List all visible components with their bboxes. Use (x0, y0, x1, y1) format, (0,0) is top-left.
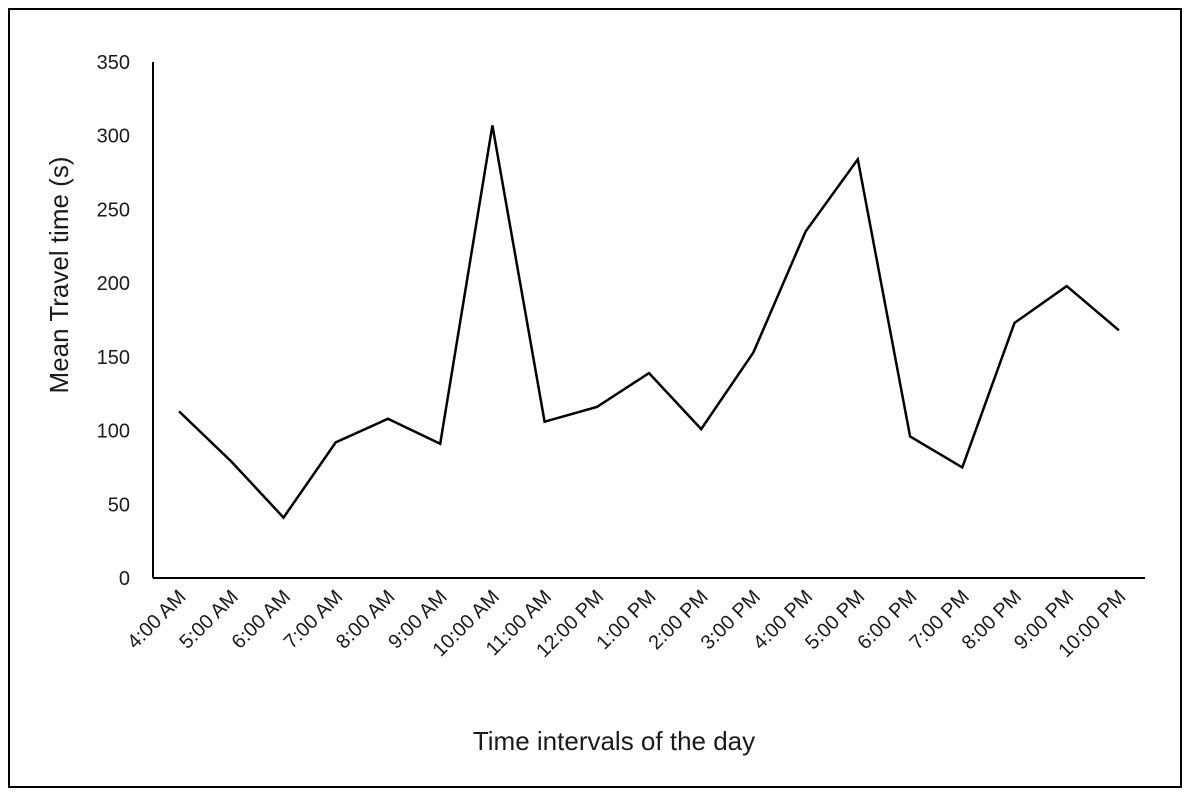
y-tick-label: 150 (97, 347, 130, 369)
y-tick-label: 350 (97, 52, 130, 74)
series-line (178, 125, 1120, 520)
y-tick-label: 100 (97, 421, 130, 443)
x-axis-title: Time intervals of the day (473, 726, 755, 756)
y-tick-label: 200 (97, 273, 130, 295)
x-tick-labels: 4:00 AM5:00 AM6:00 AM7:00 AM8:00 AM9:00 … (123, 586, 1130, 662)
y-tick-label: 50 (108, 494, 130, 516)
y-tick-label: 0 (119, 568, 130, 590)
y-tick-label: 250 (97, 199, 130, 221)
y-tick-labels: 0 50 100 150 200 250 300 350 (97, 52, 130, 590)
y-tick-label: 300 (97, 126, 130, 148)
y-axis-title: Mean Travel time (s) (44, 157, 74, 394)
